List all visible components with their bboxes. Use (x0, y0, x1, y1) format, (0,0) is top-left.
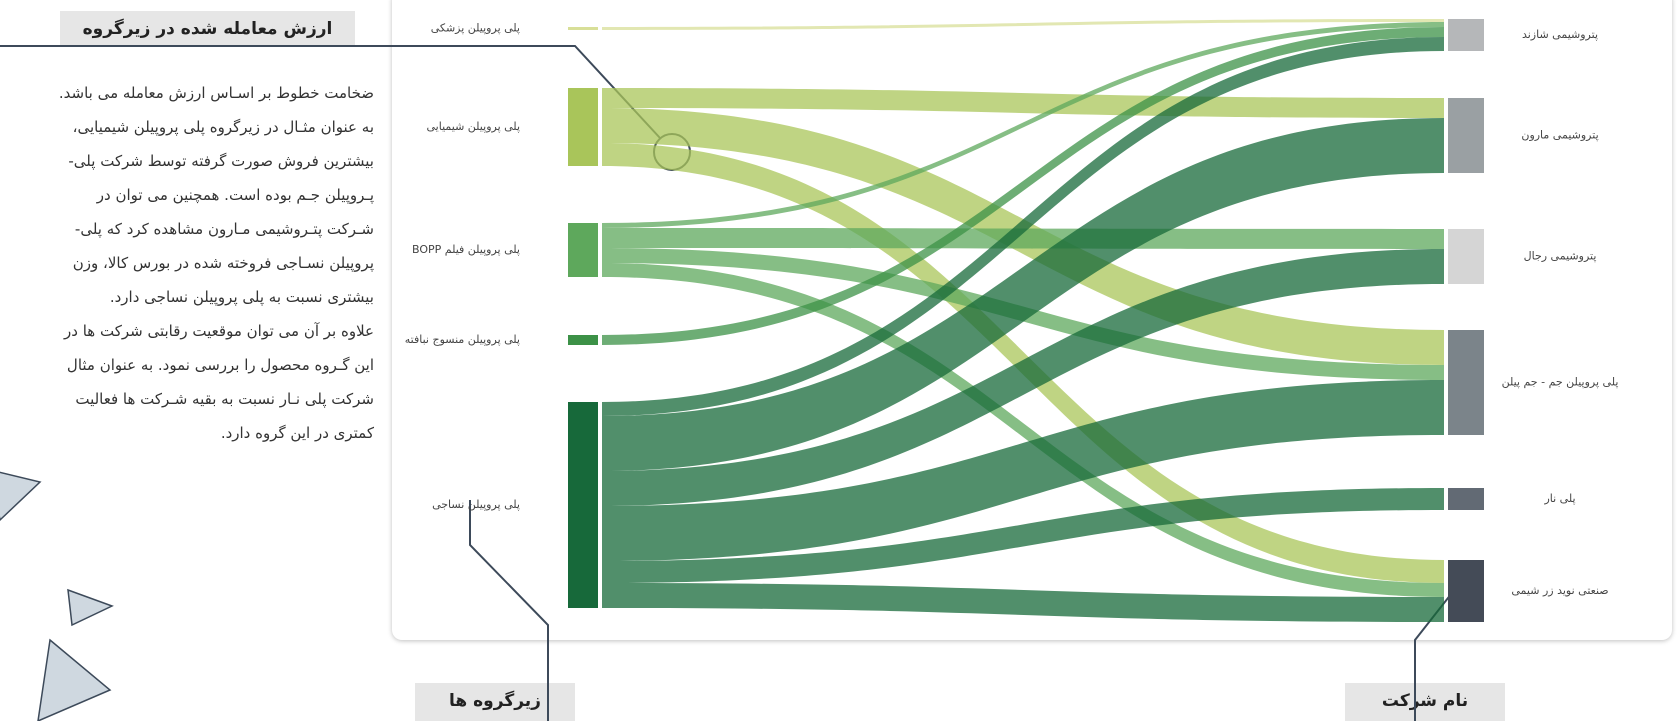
target-label: پتروشیمی شازند (1522, 28, 1598, 41)
source-label: پلی پروپیلن فیلم BOPP (412, 243, 520, 256)
target-label: پتروشیمی رجال (1524, 250, 1597, 263)
link (602, 88, 1444, 118)
target-node (1448, 560, 1484, 622)
target-label: پلی پروپیلن جم - جم پیلن (1502, 376, 1619, 389)
annotation-line: شرکت پلی نـار نسبت به بقیه شـرکت ها فعال… (75, 390, 374, 408)
triangle (37, 638, 112, 721)
annotation-line: شـرکت پتـروشیمی مـارون مشاهده کرد که پلی… (74, 220, 374, 238)
link (602, 249, 1444, 506)
links (602, 19, 1444, 622)
annotation-title: ارزش معامله شده در زیرگروه (60, 11, 355, 47)
target-node (1448, 98, 1484, 173)
target-node (1448, 488, 1484, 510)
annotation-line: کمتری در این گروه دارد. (220, 424, 374, 442)
source-label: پلی پروپیلن منسوج نبافته (405, 333, 520, 346)
link (602, 583, 1444, 622)
source-label: پلی پروپیلن شیمیایی (427, 120, 521, 133)
link (602, 27, 1444, 345)
annotation-line: ضخامت خطوط بر اسـاس ارزش معامله می باشد. (58, 84, 374, 102)
annotation-line: پروپیلن نسـاجی فروخته شده در بورس کالا، … (72, 254, 374, 272)
link (602, 380, 1444, 561)
source-node (568, 27, 598, 30)
triangle (67, 588, 114, 627)
annotation-line: به عنوان مثـال در زیرگروه پلی پروپیلن شی… (72, 118, 374, 136)
source-node (568, 88, 598, 166)
source-label: پلی پروپیلن پزشکی (431, 22, 520, 35)
annotation-line: بیشتری نسبت به پلی پروپیلن نساجی دارد. (109, 288, 374, 306)
link (602, 488, 1444, 583)
source-node (568, 223, 598, 277)
link (602, 19, 1444, 30)
source-label: پلی پروپیلن نساجی (432, 498, 520, 511)
callout-line (469, 500, 549, 721)
annotation-line: این گـروه محصول را بررسی نمود. به عنوان … (66, 356, 374, 374)
annotation-line: علاوه بر آن می توان موقعیت رقابتی شرکت ه… (64, 322, 374, 340)
annotation-line: بیشترین فروش صورت گرفته توسط شرکت پلی- (68, 152, 374, 170)
link (602, 228, 1444, 249)
source-node (568, 402, 598, 608)
link (602, 118, 1444, 471)
target-node (1448, 19, 1484, 51)
link (602, 263, 1444, 597)
target-label: صنعتی نوید زر شیمی (1511, 584, 1608, 597)
triangle (0, 471, 42, 522)
target-node (1448, 330, 1484, 435)
annotation-line: پـروپیلن جـم بوده است. همچنین می توان در (96, 186, 374, 204)
annotation-text: ضخامت خطوط بر اسـاس ارزش معامله می باشد.… (10, 76, 374, 450)
link (602, 37, 1444, 416)
callout-line (0, 45, 661, 139)
company-label: نام شرکت (1345, 683, 1505, 721)
target-node (1448, 229, 1484, 284)
target-label: پتروشیمی مارون (1521, 129, 1598, 142)
link (602, 22, 1444, 228)
source-node (568, 335, 598, 345)
target-label: پلی نار (1543, 492, 1575, 505)
decor (0, 471, 114, 721)
